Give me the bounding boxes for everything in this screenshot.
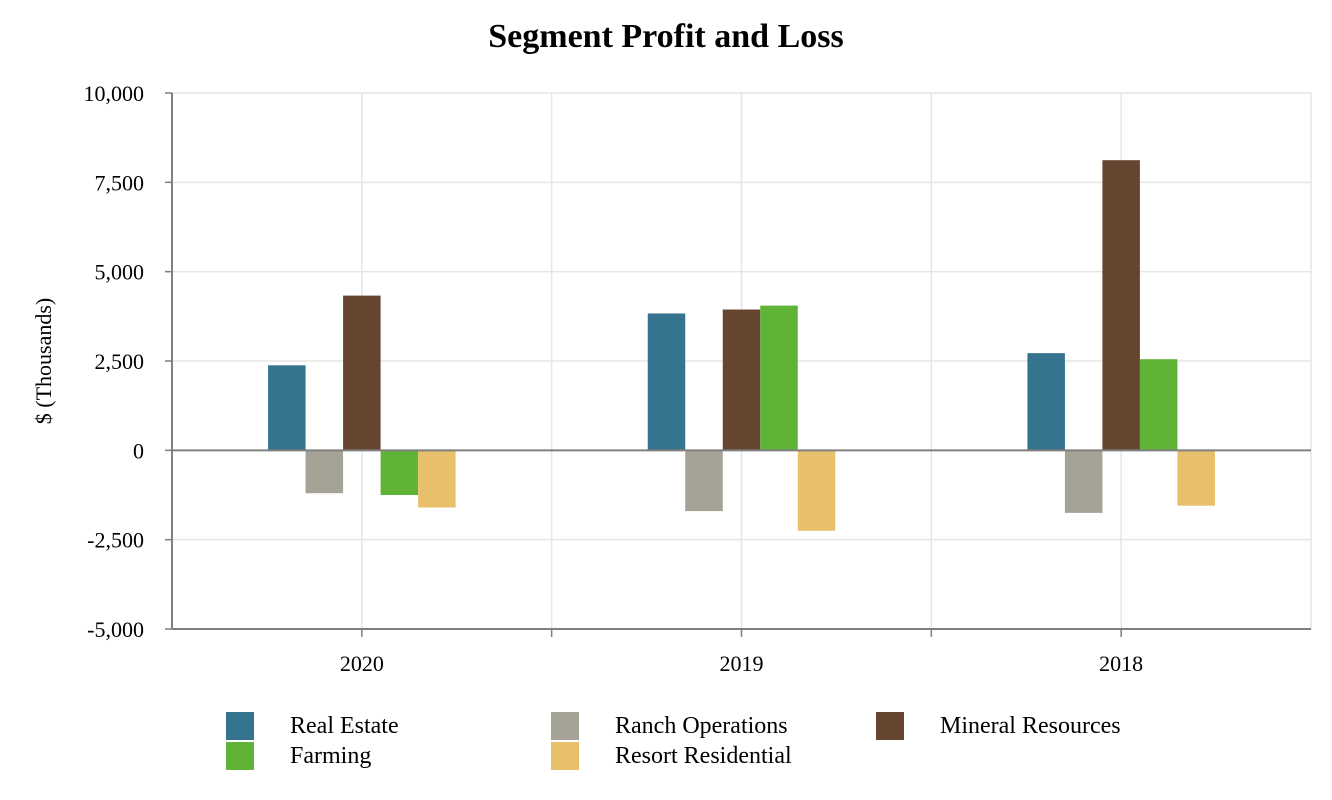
legend-swatch-farming — [226, 742, 254, 770]
tick-labels: -5,000 -2,500 0 2,500 5,000 7,500 10,000 2020 20… — [84, 81, 1144, 676]
legend: Real Estate Ranch Operations Mineral Res… — [220, 708, 1220, 778]
bar-ranch-operations-2018 — [1064, 450, 1103, 513]
legend-label: Ranch Operations — [615, 712, 788, 739]
legend-label: Mineral Resources — [940, 712, 1121, 739]
bar-resort-residential-2019 — [797, 450, 836, 531]
legend-item-resort-residential: Resort Residential — [551, 742, 792, 770]
bar-mineral-resources-2020 — [343, 295, 381, 451]
y-tick-label: 10,000 — [84, 81, 145, 106]
legend-item-mineral-resources: Mineral Resources — [876, 712, 1121, 740]
legend-swatch-mineral-resources — [876, 712, 904, 740]
chart-title: Segment Profit and Loss — [488, 18, 844, 55]
axes — [165, 92, 1311, 637]
legend-swatch-ranch-operations — [551, 712, 579, 740]
bar-ranch-operations-2020 — [305, 450, 344, 494]
bar-real-estate-2020 — [268, 365, 306, 451]
bar-mineral-resources-2019 — [722, 309, 761, 451]
bars — [268, 160, 1215, 531]
y-tick-label: 7,500 — [95, 170, 145, 195]
bar-real-estate-2019 — [647, 313, 686, 451]
y-tick-label: 5,000 — [95, 260, 145, 285]
legend-label: Real Estate — [290, 712, 399, 739]
bar-farming-2020 — [380, 450, 419, 495]
y-axis-title: $ (Thousands) — [31, 298, 56, 424]
bar-mineral-resources-2018 — [1102, 160, 1140, 451]
y-tick-label: -5,000 — [87, 617, 144, 642]
legend-swatch-resort-residential — [551, 742, 579, 770]
bar-real-estate-2018 — [1027, 353, 1065, 451]
legend-item-real-estate: Real Estate — [226, 712, 399, 740]
bar-ranch-operations-2019 — [685, 450, 723, 512]
y-tick-label: 2,500 — [95, 349, 145, 374]
x-tick-label: 2020 — [340, 651, 384, 676]
y-tick-label: 0 — [133, 438, 144, 463]
bar-resort-residential-2018 — [1177, 450, 1215, 506]
bar-farming-2019 — [760, 305, 798, 451]
bar-resort-residential-2020 — [418, 450, 456, 508]
x-tick-label: 2019 — [720, 651, 764, 676]
bar-farming-2018 — [1139, 359, 1178, 451]
x-tick-label: 2018 — [1099, 651, 1143, 676]
legend-label: Resort Residential — [615, 742, 792, 769]
y-tick-label: -2,500 — [87, 528, 144, 553]
legend-item-farming: Farming — [226, 742, 371, 770]
legend-swatch-real-estate — [226, 712, 254, 740]
legend-item-ranch-operations: Ranch Operations — [551, 712, 788, 740]
legend-label: Farming — [290, 742, 372, 769]
